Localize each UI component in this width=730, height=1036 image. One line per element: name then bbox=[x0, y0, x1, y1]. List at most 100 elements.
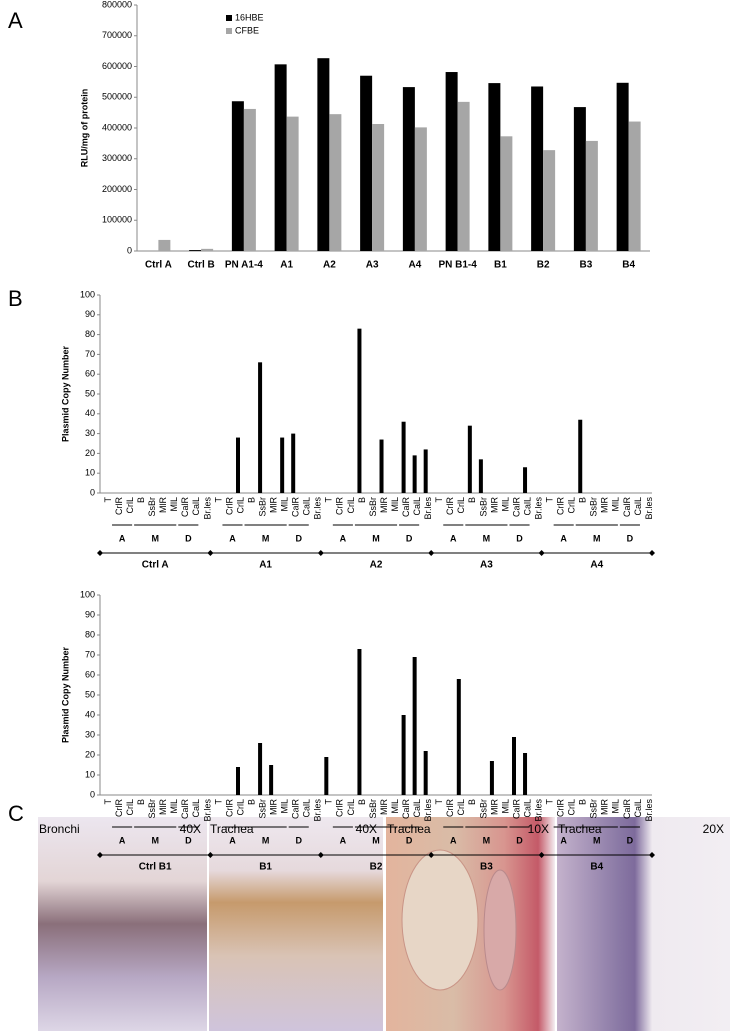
y-tick-label: 0 bbox=[90, 789, 95, 799]
x-tick-label: CalL bbox=[633, 799, 643, 818]
bar bbox=[423, 449, 428, 493]
subgroup-label: M bbox=[483, 533, 491, 543]
subgroup-label: M bbox=[262, 533, 270, 543]
x-tick-label: A2 bbox=[323, 260, 336, 271]
bar bbox=[456, 679, 461, 795]
bar bbox=[401, 421, 406, 493]
y-tick-label: 30 bbox=[85, 428, 95, 438]
x-tick-label: CalL bbox=[191, 799, 201, 818]
x-tick-label: SsBr bbox=[368, 799, 378, 819]
x-tick-label: MlL bbox=[390, 799, 400, 814]
x-tick-label: T bbox=[213, 497, 223, 503]
x-tick-label: SsBr bbox=[478, 799, 488, 819]
group-label: A1 bbox=[259, 560, 272, 571]
y-tick-label: 50 bbox=[85, 388, 95, 398]
y-tick-label: 300000 bbox=[102, 153, 132, 163]
x-tick-label: MlL bbox=[280, 497, 290, 512]
x-tick-label: SsBr bbox=[257, 799, 267, 819]
x-tick-label: MlL bbox=[500, 497, 510, 512]
group-label: A2 bbox=[370, 560, 383, 571]
magnification: 40X bbox=[356, 822, 377, 836]
x-tick-label: Br.les bbox=[644, 799, 654, 822]
bar bbox=[236, 767, 240, 795]
group-divider bbox=[428, 550, 435, 556]
x-tick-label: CalR bbox=[401, 799, 411, 820]
y-tick-label: 20 bbox=[85, 448, 95, 458]
x-tick-label: CrlL bbox=[456, 497, 466, 514]
panel-c: Bronchi 40X Trachea 40X Trachea 10X Trachea 20X bbox=[38, 817, 730, 1031]
y-tick-label: 10 bbox=[85, 769, 95, 779]
group-divider bbox=[207, 852, 214, 858]
y-tick-label: 30 bbox=[85, 729, 95, 739]
bar bbox=[488, 83, 501, 251]
x-tick-label: T bbox=[544, 497, 554, 503]
y-tick-label: 500000 bbox=[102, 92, 132, 102]
legend-swatch bbox=[226, 15, 232, 21]
subgroup-label: A bbox=[450, 835, 457, 845]
x-tick-label: CrlR bbox=[556, 799, 566, 817]
x-tick-label: B bbox=[578, 799, 588, 805]
subgroup-label: D bbox=[185, 835, 192, 845]
y-tick-label: 40 bbox=[85, 408, 95, 418]
group-label: Ctrl A bbox=[142, 560, 169, 571]
group-divider bbox=[649, 550, 655, 556]
x-tick-label: Br.les bbox=[313, 497, 323, 520]
group-divider bbox=[649, 852, 655, 858]
x-tick-label: MlR bbox=[489, 799, 499, 815]
y-tick-label: 80 bbox=[85, 629, 95, 639]
group-divider bbox=[538, 852, 545, 858]
x-tick-label: CrlL bbox=[346, 799, 356, 816]
bar bbox=[412, 657, 417, 795]
bar bbox=[201, 248, 214, 251]
subgroup-label: A bbox=[229, 835, 236, 845]
subgroup-label: A bbox=[119, 533, 126, 543]
x-tick-label: B bbox=[467, 799, 477, 805]
bar bbox=[512, 737, 516, 795]
subgroup-label: D bbox=[516, 533, 523, 543]
bar bbox=[357, 649, 362, 795]
subgroup-label: A bbox=[340, 835, 347, 845]
group-divider bbox=[97, 550, 103, 556]
bar bbox=[231, 101, 244, 251]
bar bbox=[402, 87, 415, 251]
y-axis-label: RLU/mg of protein bbox=[79, 89, 89, 168]
panel-label: A bbox=[8, 8, 23, 33]
x-tick-label: B bbox=[246, 799, 256, 805]
x-tick-label: MlR bbox=[158, 799, 168, 815]
x-tick-label: PN B1-4 bbox=[438, 260, 477, 271]
x-tick-label: A3 bbox=[366, 260, 379, 271]
x-tick-label: CrlR bbox=[335, 497, 345, 515]
x-tick-label: CalR bbox=[291, 799, 301, 820]
x-tick-label: Br.les bbox=[644, 497, 654, 520]
group-label: A3 bbox=[480, 560, 493, 571]
group-divider bbox=[538, 550, 545, 556]
subgroup-label: A bbox=[560, 835, 567, 845]
x-tick-label: SsBr bbox=[589, 497, 599, 517]
panel-label: C bbox=[8, 801, 24, 826]
magnification: 20X bbox=[703, 822, 724, 836]
x-tick-label: CrlR bbox=[556, 497, 566, 515]
x-tick-label: MlR bbox=[489, 497, 499, 513]
bar bbox=[379, 439, 384, 493]
x-tick-label: CalR bbox=[180, 799, 190, 820]
x-tick-label: SsBr bbox=[368, 497, 378, 517]
x-tick-label: T bbox=[213, 799, 223, 805]
group-label: B2 bbox=[370, 862, 383, 873]
y-tick-label: 50 bbox=[85, 689, 95, 699]
bar bbox=[531, 86, 544, 251]
subgroup-label: M bbox=[262, 835, 270, 845]
micrograph bbox=[557, 817, 730, 1031]
x-tick-label: MlR bbox=[268, 497, 278, 513]
bar bbox=[329, 114, 342, 251]
x-tick-label: T bbox=[103, 497, 113, 503]
group-divider bbox=[317, 852, 324, 858]
x-tick-label: CalR bbox=[401, 497, 411, 518]
subgroup-label: A bbox=[119, 835, 126, 845]
bar bbox=[236, 437, 240, 493]
x-tick-label: MlL bbox=[169, 799, 179, 814]
x-tick-label: MlL bbox=[611, 799, 621, 814]
bar bbox=[317, 58, 330, 252]
x-tick-label: CrlR bbox=[335, 799, 345, 817]
subgroup-label: M bbox=[151, 533, 159, 543]
group-label: B1 bbox=[259, 862, 272, 873]
